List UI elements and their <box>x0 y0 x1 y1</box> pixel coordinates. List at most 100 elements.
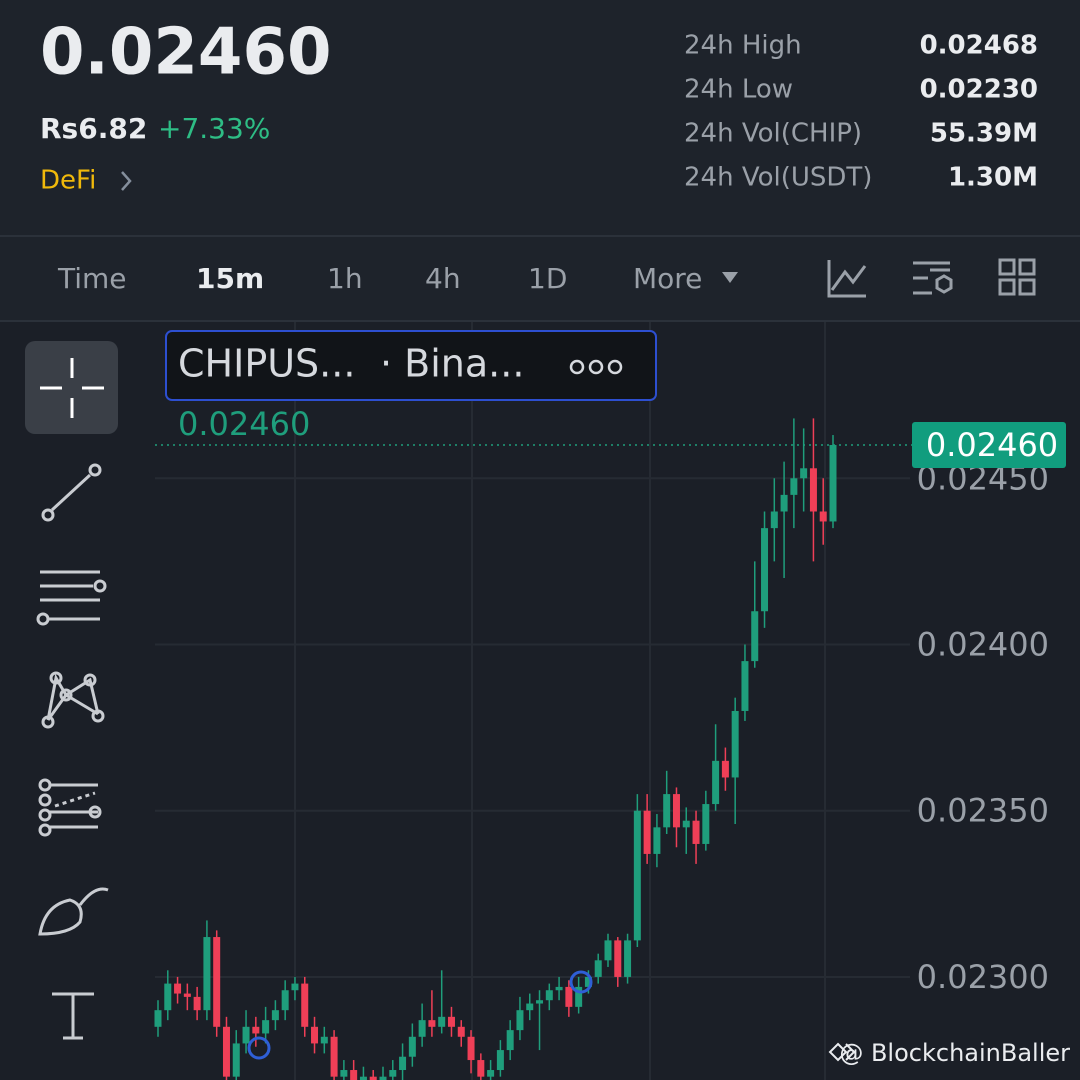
candle-body <box>487 1070 495 1077</box>
candle-body <box>584 976 592 987</box>
candle-body <box>770 511 778 529</box>
candle-body <box>604 940 612 961</box>
candle-body <box>183 993 191 997</box>
candle-body <box>350 1070 358 1080</box>
candle-body <box>809 468 817 512</box>
candle-body <box>457 1026 465 1037</box>
interval-tab[interactable]: 4h <box>425 262 461 295</box>
candle-body <box>408 1036 416 1057</box>
candle-body <box>633 810 641 941</box>
candle-body <box>672 794 680 828</box>
candle-body <box>614 940 622 977</box>
candle-body <box>575 986 583 1007</box>
stat-label: 24h Vol(CHIP) <box>684 119 862 149</box>
drawing-toolbar <box>25 341 118 1040</box>
candle-body <box>692 820 700 844</box>
interval-tab[interactable]: 1D <box>528 262 567 295</box>
legend-menu[interactable] <box>569 359 623 375</box>
interval-tab[interactable]: 1h <box>327 262 363 295</box>
candle-body <box>829 445 837 522</box>
candle-body <box>516 1010 524 1031</box>
candle-body <box>311 1026 319 1044</box>
candle-body <box>496 1050 504 1071</box>
last-price: 0.02460 <box>40 16 332 90</box>
watermark: @ BlockchainBaller <box>839 1039 1070 1067</box>
candle-body <box>819 511 827 522</box>
interval-tab[interactable]: Time <box>57 262 127 295</box>
candle-body <box>399 1056 407 1071</box>
last-price-label: 0.02460 <box>926 426 1058 464</box>
candle-body <box>780 494 788 512</box>
candle-body <box>222 1026 230 1077</box>
candle-body <box>731 710 739 778</box>
y-tick-label: 0.02300 <box>917 958 1049 996</box>
toolbar-icons <box>827 258 1036 298</box>
legend-last-price: 0.02460 <box>178 405 310 443</box>
category-tag[interactable]: DeFi <box>40 166 96 196</box>
candle-body <box>359 1076 367 1080</box>
watermark-logo <box>828 1042 856 1062</box>
candle-body <box>154 1010 162 1027</box>
candle-body <box>193 996 201 1011</box>
candle-body <box>174 983 182 994</box>
price-change: +7.33% <box>158 112 270 145</box>
candle-body <box>418 1020 426 1037</box>
symbol-legend[interactable] <box>165 330 657 401</box>
stat-value: 0.02468 <box>920 31 1038 61</box>
candle-body <box>643 810 651 854</box>
candle-body <box>291 983 299 991</box>
candle-body <box>252 1026 260 1034</box>
interval-tab[interactable]: More <box>633 262 702 295</box>
candle-body <box>369 1076 377 1080</box>
candle-body <box>712 760 720 805</box>
candle-body <box>545 990 553 1001</box>
candle-body <box>438 1016 446 1027</box>
candle-body <box>320 1036 328 1044</box>
candle-body <box>271 1010 279 1021</box>
candle-body <box>526 1003 534 1011</box>
candle-body <box>340 1070 348 1077</box>
exchange: · Bina... <box>380 342 524 386</box>
interval-tab[interactable]: 15m <box>196 262 264 295</box>
chevron <box>121 171 132 191</box>
stat-value: 55.39M <box>930 119 1038 149</box>
candle-body <box>506 1030 514 1051</box>
tab-bar-bg <box>0 236 1080 322</box>
candle-body <box>379 1076 387 1080</box>
stat-value: 1.30M <box>948 163 1038 193</box>
candle-body <box>203 937 211 1011</box>
stat-label: 24h High <box>684 31 802 61</box>
last-price-tag <box>912 422 1066 469</box>
candle-body <box>751 611 759 662</box>
stat-value: 0.02230 <box>920 75 1038 105</box>
symbol: CHIPUS... <box>178 342 355 386</box>
candle-body <box>164 983 172 1011</box>
candle-body <box>624 940 632 977</box>
candle-body <box>741 661 749 711</box>
candle-body <box>761 528 769 612</box>
candle-body <box>682 820 690 828</box>
candle-body <box>389 1070 397 1077</box>
candle-body <box>262 1020 270 1034</box>
event-marker[interactable] <box>247 1036 271 1060</box>
candle-body <box>555 986 563 991</box>
candle-body <box>663 794 671 828</box>
y-tick-label: 0.02350 <box>917 792 1049 830</box>
candle-body <box>702 804 710 844</box>
candle-body <box>428 1020 436 1027</box>
candle-body <box>447 1016 455 1027</box>
candle-body <box>213 937 221 1027</box>
stat-label: 24h Vol(USDT) <box>684 163 872 193</box>
candle-body <box>721 760 729 778</box>
candle-body <box>242 1026 250 1044</box>
candle-body <box>594 960 602 977</box>
candle-body <box>565 986 573 1007</box>
event-marker[interactable] <box>569 970 593 994</box>
header-bg <box>0 0 1080 236</box>
candle-body <box>232 1043 240 1077</box>
candle-body <box>330 1036 338 1077</box>
candle-body <box>800 468 808 479</box>
candle-body <box>536 1000 544 1004</box>
